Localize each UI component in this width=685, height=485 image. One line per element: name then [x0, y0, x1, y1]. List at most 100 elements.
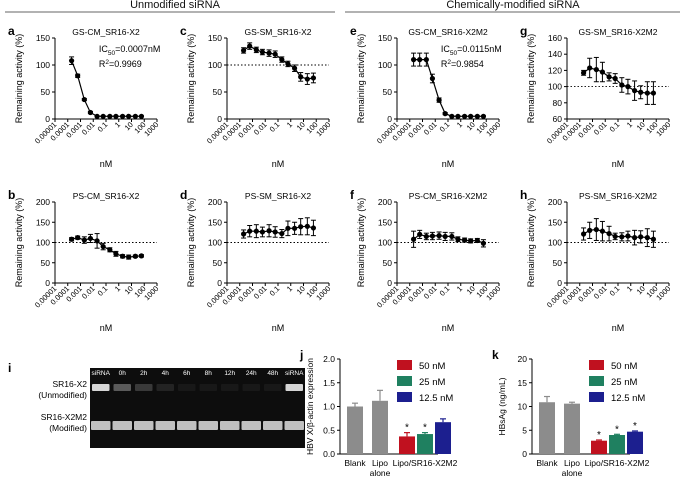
data-point [272, 229, 278, 235]
data-point [468, 238, 474, 244]
gel-band-bottom [155, 421, 175, 430]
data-point [240, 47, 247, 54]
panel-letter: a [8, 24, 15, 38]
category-label: Lipo/SR16-X2M2 [393, 458, 458, 468]
data-point [87, 109, 94, 116]
panel-e: e GS-CM_SR16-X2M20501001500.000010.00010.… [350, 24, 502, 169]
y-tick-label: 0 [522, 449, 527, 459]
x-tick-label: 1 [625, 284, 634, 293]
gel-band-top [199, 384, 217, 391]
data-point [138, 253, 145, 259]
y-tick-label: 150 [36, 217, 50, 227]
legend-label: 50 nM [611, 361, 637, 372]
data-point [119, 113, 126, 119]
legend-swatch [397, 376, 412, 386]
panel-letter: b [8, 188, 15, 202]
legend-swatch [589, 392, 604, 402]
bar [347, 406, 363, 454]
series-line [583, 67, 654, 94]
data-point [625, 84, 631, 90]
category-label-line: Lipo/SR16-X2M2 [393, 458, 458, 468]
panel-b: b PS-CM_SR16-X20501001502000.000010.00010… [8, 188, 160, 333]
data-point [436, 233, 442, 239]
lane-label: 6h [183, 370, 191, 377]
r2-superscript: 2 [105, 59, 109, 66]
data-point [259, 49, 266, 55]
x-tick-label: 1000 [142, 120, 160, 138]
panel-title: GS-CM_SR16-X2 [72, 27, 140, 37]
data-point [298, 74, 304, 80]
y-tick-label: 150 [36, 33, 50, 43]
x-tick-label: 0.01 [80, 120, 97, 137]
data-point [593, 226, 599, 233]
data-point [132, 253, 138, 259]
legend-label: 25 nM [611, 377, 637, 388]
data-point [619, 82, 625, 88]
data-point [606, 74, 612, 80]
data-point [612, 75, 618, 82]
header-right: Chemically-modified siRNA [446, 0, 580, 11]
panel-d: d PS-SM_SR16-X20501001502000.000010.00010… [180, 188, 332, 333]
x-tick-label: 0.01 [252, 284, 269, 301]
x-axis-label: nM [612, 323, 625, 333]
r2-value: =0.9854 [451, 59, 484, 69]
panel-letter: k [492, 348, 499, 362]
data-point [449, 233, 455, 240]
gel-band-top [221, 384, 239, 391]
gel-band-top [285, 384, 303, 391]
y-tick-label: 150 [548, 217, 562, 227]
gel-band-top [113, 384, 131, 391]
y-tick-label: 100 [36, 238, 50, 248]
data-point [126, 113, 132, 119]
panel-title: PS-CM_SR16-X2M2 [409, 191, 488, 201]
y-tick-label: 50 [553, 258, 563, 268]
r2-superscript: 2 [447, 59, 451, 66]
legend-label: 25 nM [419, 377, 445, 388]
x-tick-label: 0.01 [592, 120, 609, 137]
data-point [68, 58, 75, 64]
data-point [580, 231, 587, 237]
panel-letter: i [8, 361, 11, 375]
x-tick-label: 1000 [314, 120, 332, 138]
r2-label: R [99, 59, 106, 69]
data-point [253, 228, 259, 234]
data-point [474, 113, 480, 119]
gel-band-top [92, 384, 110, 391]
data-point [100, 243, 106, 250]
gel-band-bottom [220, 421, 240, 430]
x-tick-label: 1000 [654, 284, 672, 302]
panel-a: a GS-CM_SR16-X20501001500.000010.00010.00… [8, 24, 160, 169]
y-tick-label: 1.5 [323, 378, 335, 388]
legend-swatch [589, 376, 604, 386]
significance-star: * [633, 421, 637, 432]
data-point [310, 225, 317, 231]
y-tick-label: 0 [45, 114, 50, 124]
panel-letter: h [520, 188, 527, 202]
data-point [75, 235, 81, 241]
lane-label: 24h [246, 370, 257, 377]
data-point [291, 65, 298, 71]
data-point [107, 113, 113, 119]
legend-swatch [397, 392, 412, 402]
data-point [100, 113, 106, 119]
data-point [644, 235, 650, 241]
data-point [266, 228, 272, 234]
x-tick-label: 1000 [142, 284, 160, 302]
data-point [429, 233, 436, 239]
x-tick-label: 1 [625, 120, 634, 129]
data-point [417, 57, 423, 63]
lane-label: 12h [224, 370, 235, 377]
gel-row-label-line: (Modified) [49, 423, 87, 433]
r2-value: =0.9969 [109, 59, 142, 69]
y-axis-label: Remaining activity (%) [526, 34, 536, 124]
x-tick-label: 0.1 [96, 120, 110, 134]
data-point [455, 236, 461, 242]
x-tick-label: 1 [455, 120, 464, 129]
category-label-line: alone [370, 468, 391, 478]
bar [591, 440, 607, 454]
lane-label: siRNA [92, 370, 111, 377]
x-tick-label: 1 [113, 120, 122, 129]
x-tick-label: 0.1 [608, 284, 622, 298]
gel-band-bottom [134, 421, 154, 430]
data-point [266, 50, 272, 56]
